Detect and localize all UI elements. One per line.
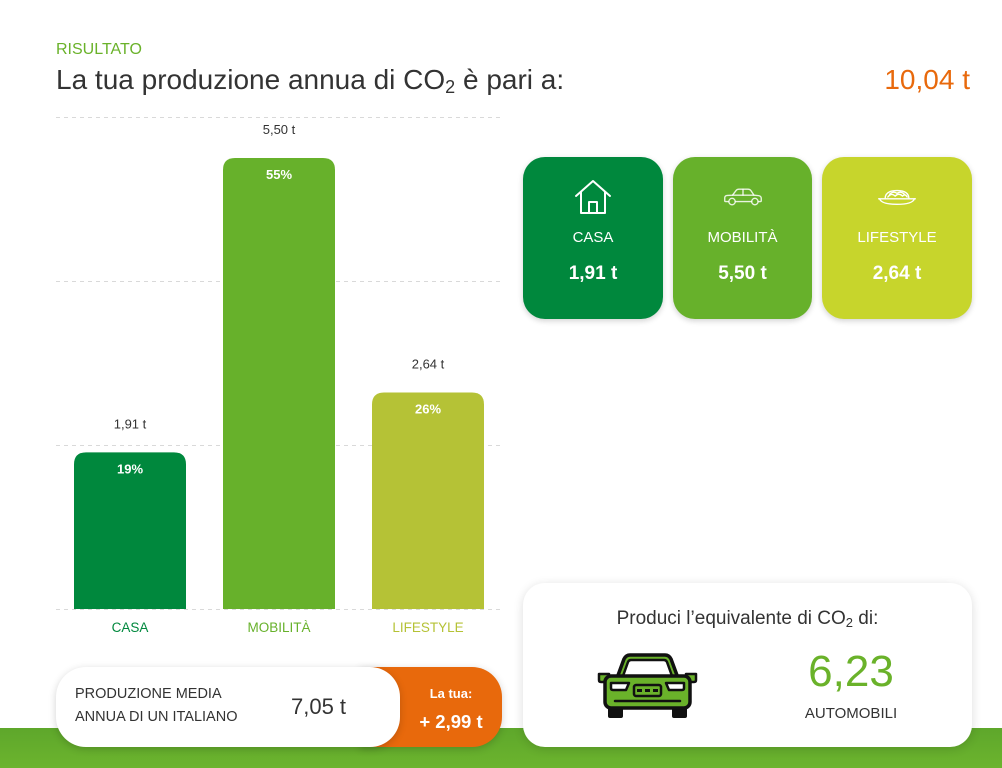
equivalent-card: Produci l’equivalente di CO2 di: 6,23 AU… [523, 583, 972, 747]
category-label: LIFESTYLE [392, 620, 463, 635]
equivalent-title-text: Produci l’equivalente di CO [616, 608, 846, 629]
your-difference-label: La tua: [429, 686, 473, 701]
card-value: 2,64 t [872, 263, 922, 284]
bar-percent-label: 19% [117, 461, 143, 476]
your-difference-value: + 2,99 t [419, 711, 483, 732]
category-card-mobilita[interactable]: MOBILITÀ 5,50 t [673, 157, 812, 319]
italian-average-label-line: PRODUZIONE MEDIA [75, 686, 222, 702]
bar-value-label: 2,64 t [412, 357, 445, 372]
category-label: MOBILITÀ [247, 620, 310, 635]
your-difference-box: La tua: + 2,99 t [360, 667, 502, 747]
italian-average-label: PRODUZIONE MEDIA ANNUA DI UN ITALIANO [75, 683, 237, 729]
bar-casa [74, 452, 186, 609]
title-text: La tua produzione annua di CO [56, 64, 446, 95]
card-value: 1,91 t [568, 263, 618, 284]
page-title: La tua produzione annua di CO2 è pari a: [56, 64, 564, 96]
equivalent-title-subscript: 2 [845, 615, 854, 630]
car-front-icon [597, 652, 698, 720]
bar-value-label: 5,50 t [263, 122, 296, 137]
category-label: CASA [112, 620, 149, 635]
title-text-end: è pari a: [455, 64, 565, 95]
card-label: CASA [572, 229, 614, 246]
bar-lifestyle [372, 392, 484, 609]
total-emissions: 10,04 t [884, 64, 970, 95]
equivalent-value: 6,23 [808, 647, 894, 696]
equivalent-title: Produci l’equivalente di CO2 di: [523, 607, 972, 631]
card-value: 5,50 t [718, 263, 767, 284]
bar-value-label: 1,91 t [114, 416, 147, 431]
category-card-lifestyle[interactable]: LIFESTYLE 2,64 t [822, 157, 972, 319]
title-subscript: 2 [445, 77, 456, 97]
italian-average-box: PRODUZIONE MEDIA ANNUA DI UN ITALIANO 7,… [56, 667, 400, 747]
bar-percent-label: 26% [415, 402, 441, 417]
emissions-bar-chart: 1,91 t 19% CASA 5,50 t 55% MOBILITÀ 2,64 t 26% L… [56, 117, 502, 635]
bar-mobilita [223, 158, 335, 609]
equivalent-title-text-end: di: [853, 608, 879, 629]
card-label: LIFESTYLE [857, 229, 937, 246]
card-label: MOBILITÀ [707, 229, 778, 246]
equivalent-unit-label: AUTOMOBILI [804, 705, 898, 722]
italian-average-label-line: ANNUA DI UN ITALIANO [75, 709, 238, 725]
bar-percent-label: 55% [266, 167, 292, 182]
car-side-icon [673, 175, 812, 219]
food-plate-icon [822, 175, 972, 219]
italian-average-value: 7,05 t [291, 694, 347, 719]
section-kicker: RISULTATO [56, 41, 142, 58]
category-card-casa[interactable]: CASA 1,91 t [523, 157, 663, 319]
house-icon [523, 175, 663, 219]
